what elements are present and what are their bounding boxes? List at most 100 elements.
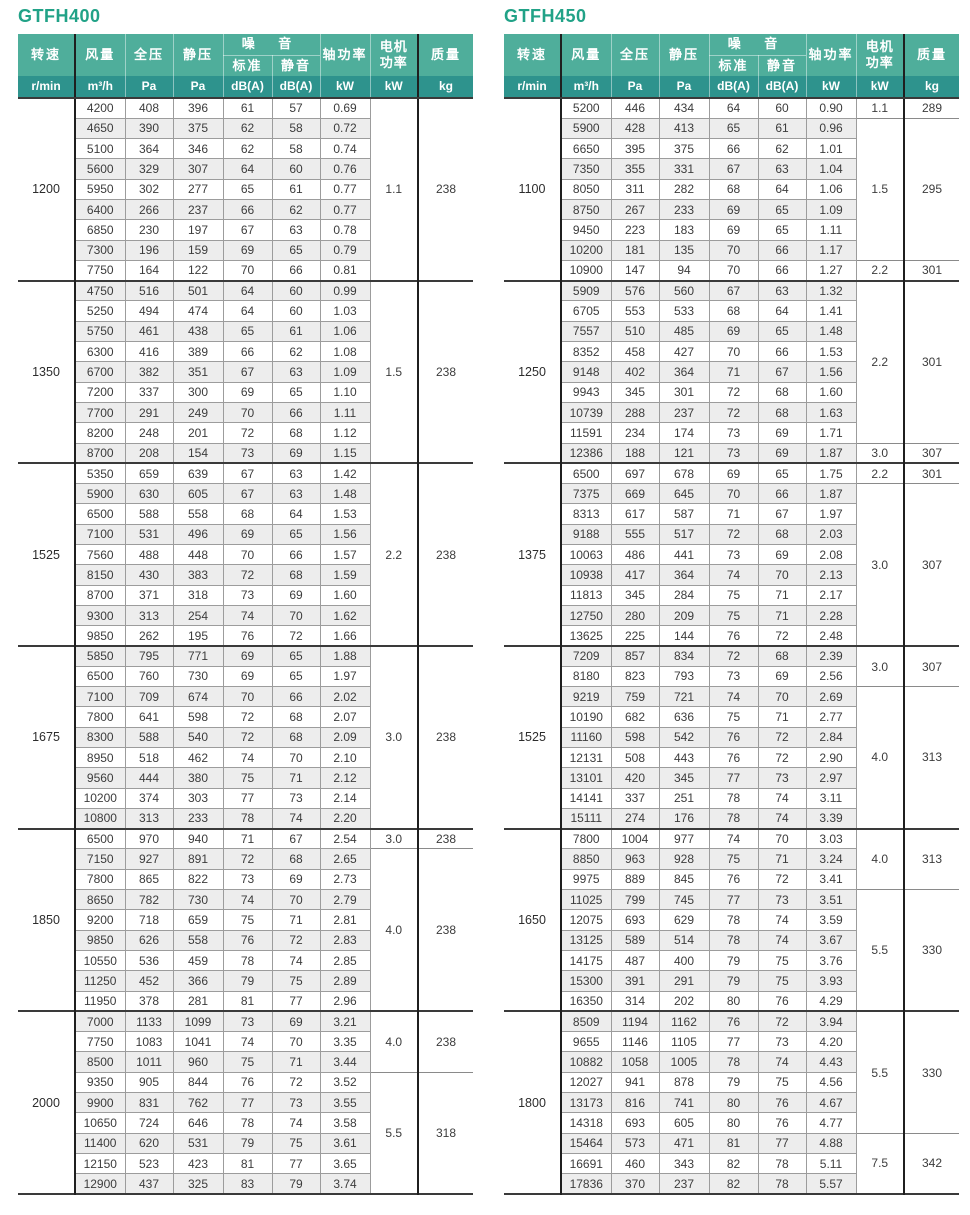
cell-total-pressure: 782 [124,889,173,910]
cell-noise-standard: 75 [222,1051,272,1073]
table-row: 8950 518 462 74 70 2.10 [18,746,473,768]
cell-shaft-power: 1.09 [805,198,856,220]
cell-static-pressure: 364 [658,564,709,586]
cell-noise-silent: 72 [757,726,806,748]
cell-noise-standard: 69 [222,239,272,261]
cell-static-pressure: 346 [172,138,223,159]
cell-noise-standard: 68 [708,300,758,322]
cell-noise-silent: 66 [271,401,320,423]
cell-shaft-power: 1.48 [319,483,370,504]
cell-total-pressure: 693 [610,1112,659,1134]
cell-noise-silent: 68 [271,726,320,748]
cell-total-pressure: 378 [124,990,173,1012]
unit-label: dB(A) [222,76,272,99]
cell-noise-silent: 68 [757,401,806,423]
cell-total-pressure: 573 [610,1132,659,1154]
cell-motor-power: 2.2 [855,279,904,444]
cell-static-pressure: 1005 [658,1051,709,1073]
cell-total-pressure: 669 [610,483,659,504]
cell-shaft-power: 2.14 [319,787,370,809]
cell-noise-standard: 73 [222,868,272,890]
cell-speed: 1525 [18,462,75,647]
cell-static-pressure: 928 [658,848,709,870]
cell-airflow: 13625 [560,625,611,647]
cell-noise-silent: 70 [271,604,320,626]
cell-airflow: 8200 [74,422,125,444]
cell-airflow: 4200 [74,96,125,119]
cell-total-pressure: 267 [610,198,659,220]
col-header-static-pressure: 静压 [172,34,223,76]
col-header-noise: 噪 音 [222,34,320,56]
cell-noise-silent: 66 [271,544,320,565]
cell-static-pressure: 940 [172,827,223,849]
cell-speed: 1100 [504,97,561,281]
cell-noise-silent: 69 [757,422,806,444]
cell-airflow: 5950 [74,178,125,200]
cell-total-pressure: 288 [610,401,659,423]
cell-noise-silent: 73 [757,767,806,789]
cell-noise-standard: 73 [222,584,272,606]
cell-total-pressure: 147 [610,259,659,281]
cell-airflow: 11591 [560,422,611,444]
table-row: 10200 374 303 77 73 2.14 [18,787,473,809]
cell-airflow: 11025 [560,889,611,910]
cell-noise-silent: 63 [757,158,806,180]
cell-noise-standard: 74 [222,1031,272,1052]
cell-airflow: 11950 [74,990,125,1012]
cell-shaft-power: 1.11 [805,219,856,241]
cell-shaft-power: 4.56 [805,1071,856,1093]
cell-noise-silent: 73 [757,889,806,910]
cell-total-pressure: 488 [124,544,173,565]
cell-total-pressure: 302 [124,178,173,200]
cell-airflow: 5600 [74,158,125,180]
cell-total-pressure: 1058 [610,1051,659,1073]
cell-shaft-power: 1.06 [319,320,370,342]
cell-noise-silent: 64 [757,300,806,322]
cell-shaft-power: 0.77 [319,198,370,220]
cell-shaft-power: 2.07 [319,706,370,728]
cell-total-pressure: 461 [124,320,173,342]
col-header-noise-silent: 静音 [271,55,320,76]
cell-airflow: 4650 [74,117,125,139]
cell-airflow: 16691 [560,1152,611,1174]
cell-noise-silent: 58 [271,117,320,139]
cell-total-pressure: 1146 [610,1031,659,1052]
cell-airflow: 6705 [560,300,611,322]
cell-static-pressure: 251 [658,787,709,809]
cell-airflow: 9188 [560,523,611,545]
cell-noise-silent: 71 [757,706,806,728]
cell-airflow: 10200 [560,239,611,261]
cell-shaft-power: 1.42 [319,462,370,484]
cell-motor-power: 4.0 [369,848,418,1012]
cell-airflow: 8750 [560,198,611,220]
cell-shaft-power: 2.17 [805,584,856,606]
cell-noise-standard: 75 [708,604,758,626]
cell-shaft-power: 2.65 [319,848,370,870]
cell-total-pressure: 337 [124,381,173,403]
cell-shaft-power: 2.83 [319,929,370,951]
cell-noise-silent: 71 [757,848,806,870]
table-row: 8300 588 540 72 68 2.09 [18,726,473,748]
cell-airflow: 9300 [74,604,125,626]
table-row: 10938 417 364 74 70 2.13 [504,564,959,586]
cell-shaft-power: 2.84 [805,726,856,748]
cell-noise-standard: 64 [222,279,272,301]
unit-label: kW [319,76,370,99]
cell-noise-standard: 69 [708,320,758,342]
cell-noise-standard: 79 [708,970,758,992]
cell-noise-silent: 77 [271,990,320,1012]
cell-total-pressure: 428 [610,117,659,139]
cell-shaft-power: 2.56 [805,665,856,687]
table-row: 7100 709 674 70 66 2.02 [18,686,473,707]
cell-noise-silent: 68 [757,381,806,403]
cell-airflow: 9655 [560,1031,611,1052]
cell-total-pressure: 417 [610,564,659,586]
cell-shaft-power: 0.72 [319,117,370,139]
cell-airflow: 8650 [74,889,125,910]
cell-airflow: 7800 [74,868,125,890]
cell-total-pressure: 370 [610,1173,659,1195]
cell-static-pressure: 325 [172,1173,223,1195]
col-header-noise-silent: 静音 [757,55,806,76]
cell-shaft-power: 2.28 [805,604,856,626]
cell-total-pressure: 355 [610,158,659,180]
